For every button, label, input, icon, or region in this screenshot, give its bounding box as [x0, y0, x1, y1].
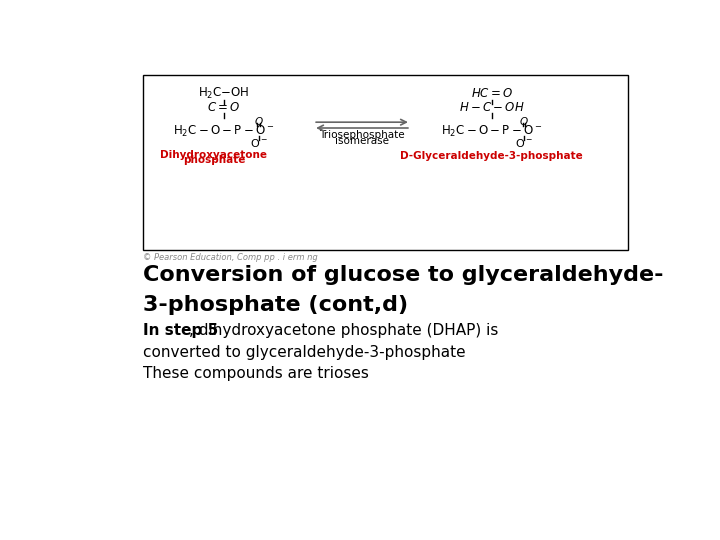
Text: $H-C-OH$: $H-C-OH$	[459, 101, 525, 114]
Text: $\mathregular{H_2C-O-P-O^-}$: $\mathregular{H_2C-O-P-O^-}$	[441, 124, 542, 139]
Text: These compounds are trioses: These compounds are trioses	[143, 366, 369, 381]
Text: Dihydroxyacetone: Dihydroxyacetone	[161, 151, 267, 160]
Text: $\mathregular{H_2C-O-P-O^-}$: $\mathregular{H_2C-O-P-O^-}$	[174, 124, 274, 139]
Text: In step 5: In step 5	[143, 322, 218, 338]
Text: $O$: $O$	[519, 114, 529, 126]
Text: Triosephosphate: Triosephosphate	[319, 131, 405, 140]
Text: isomerase: isomerase	[335, 136, 389, 146]
Text: phosphate: phosphate	[183, 156, 245, 165]
Text: D-Glyceraldehyde-3-phosphate: D-Glyceraldehyde-3-phosphate	[400, 151, 583, 161]
Text: $C=O$: $C=O$	[207, 101, 240, 114]
Text: © Pearson Education, Comp pp . i erm ng: © Pearson Education, Comp pp . i erm ng	[143, 253, 318, 262]
Text: , dihydroxyacetone phosphate (DHAP) is: , dihydroxyacetone phosphate (DHAP) is	[189, 322, 498, 338]
Text: $HC=O$: $HC=O$	[471, 87, 513, 100]
Text: Conversion of glucose to glyceraldehyde-: Conversion of glucose to glyceraldehyde-	[143, 265, 664, 285]
Text: $\mathregular{O^-}$: $\mathregular{O^-}$	[515, 137, 533, 149]
Text: 3-phosphate (cont,d): 3-phosphate (cont,d)	[143, 295, 408, 315]
Text: converted to glyceraldehyde-3-phosphate: converted to glyceraldehyde-3-phosphate	[143, 345, 466, 360]
Text: $O$: $O$	[253, 114, 264, 126]
Text: $\mathregular{H_2C}$$-$$\mathregular{OH}$: $\mathregular{H_2C}$$-$$\mathregular{OH}…	[198, 86, 250, 102]
Text: $\mathregular{O^-}$: $\mathregular{O^-}$	[250, 137, 268, 149]
Bar	[143, 75, 629, 250]
